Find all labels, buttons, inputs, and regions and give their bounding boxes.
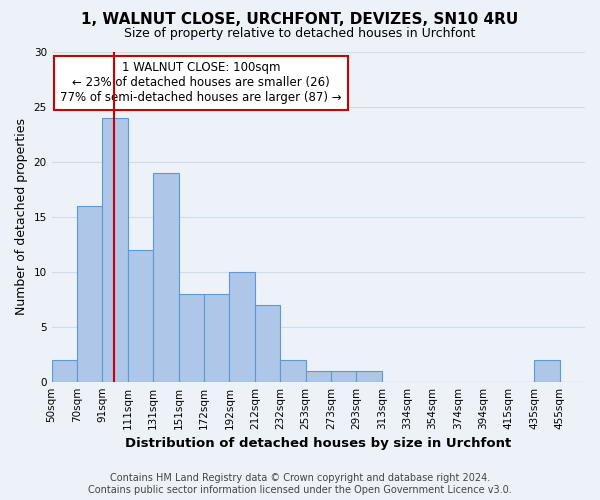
Bar bbox=[255, 304, 280, 382]
Text: 1 WALNUT CLOSE: 100sqm
← 23% of detached houses are smaller (26)
77% of semi-det: 1 WALNUT CLOSE: 100sqm ← 23% of detached… bbox=[60, 62, 342, 104]
Bar bbox=[128, 250, 153, 382]
Bar bbox=[305, 370, 331, 382]
Bar bbox=[229, 272, 255, 382]
Text: Contains HM Land Registry data © Crown copyright and database right 2024.
Contai: Contains HM Land Registry data © Crown c… bbox=[88, 474, 512, 495]
Text: Size of property relative to detached houses in Urchfont: Size of property relative to detached ho… bbox=[124, 28, 476, 40]
Bar bbox=[52, 360, 77, 382]
Bar bbox=[331, 370, 356, 382]
Bar bbox=[153, 172, 179, 382]
Bar bbox=[280, 360, 305, 382]
Y-axis label: Number of detached properties: Number of detached properties bbox=[15, 118, 28, 315]
Bar bbox=[534, 360, 560, 382]
Bar bbox=[179, 294, 204, 382]
Bar bbox=[204, 294, 229, 382]
Text: 1, WALNUT CLOSE, URCHFONT, DEVIZES, SN10 4RU: 1, WALNUT CLOSE, URCHFONT, DEVIZES, SN10… bbox=[82, 12, 518, 28]
Bar bbox=[356, 370, 382, 382]
Bar bbox=[103, 118, 128, 382]
Bar bbox=[77, 206, 103, 382]
X-axis label: Distribution of detached houses by size in Urchfont: Distribution of detached houses by size … bbox=[125, 437, 511, 450]
